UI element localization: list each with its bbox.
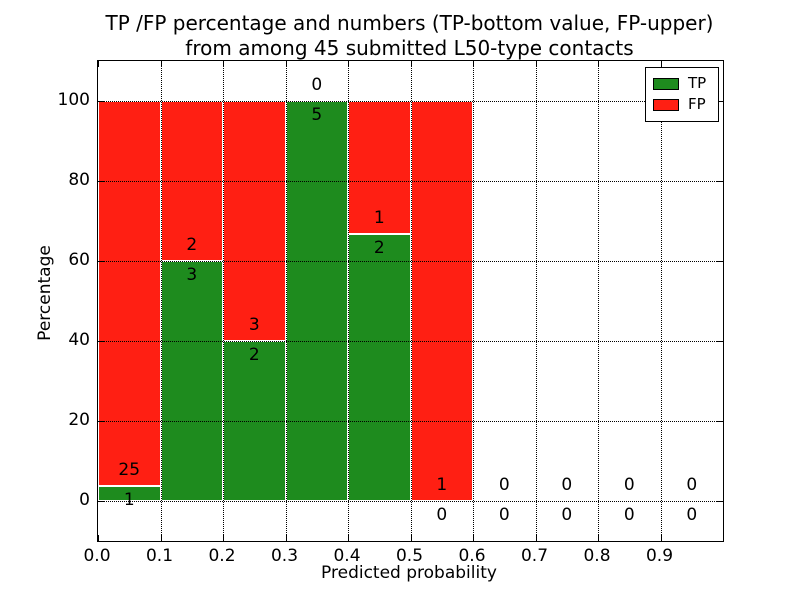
x-tick-label: 0.6 <box>458 546 486 566</box>
tp-bar-segment <box>348 234 411 501</box>
x-tick-label: 0.8 <box>583 546 611 566</box>
chart-title-line1: TP /FP percentage and numbers (TP-bottom… <box>105 11 714 35</box>
fp-count-label: 0 <box>686 475 698 495</box>
y-tick-label: 0 <box>79 490 90 510</box>
chart-title-line2: from among 45 submitted L50-type contact… <box>185 36 634 60</box>
fp-count-label: 2 <box>186 235 198 255</box>
y-tick-mark <box>98 341 104 343</box>
x-tick-label: 0.5 <box>395 546 424 566</box>
y-tick-mark <box>98 101 104 103</box>
x-tick-label: 0.4 <box>333 546 361 566</box>
fp-bar-segment <box>98 101 161 486</box>
x-tick-label: 0.9 <box>645 546 674 566</box>
fp-count-label: 3 <box>248 315 260 335</box>
x-tick-label: 0.2 <box>208 546 236 566</box>
tp-bar-segment <box>160 261 223 501</box>
tp-bar-segment <box>98 485 161 501</box>
y-tick-label: 20 <box>68 410 90 430</box>
x-gridline <box>223 61 224 541</box>
x-gridline <box>660 61 662 541</box>
fp-count-label: 0 <box>498 475 510 495</box>
fp-legend-swatch <box>653 98 679 111</box>
tp-count-label: 5 <box>311 105 323 125</box>
legend: TP FP <box>645 67 719 122</box>
tp-count-label: 2 <box>248 345 260 365</box>
y-tick-mark <box>98 501 104 503</box>
fp-bar-segment <box>223 101 286 341</box>
y-tick-mark-right <box>717 101 723 103</box>
legend-item-tp: TP <box>646 73 718 94</box>
x-tick-mark <box>598 535 600 541</box>
x-axis-label: Predicted probability <box>321 563 497 583</box>
x-tick-mark-top <box>598 61 600 67</box>
x-gridline <box>348 61 349 541</box>
tp-count-label: 0 <box>561 505 573 525</box>
fp-bar-segment <box>410 101 473 501</box>
y-tick-mark-right <box>717 261 723 263</box>
y-tick-label: 80 <box>68 170 90 190</box>
fp-count-label: 0 <box>561 475 573 495</box>
fp-count-label: 0 <box>623 475 635 495</box>
x-tick-mark <box>98 535 100 541</box>
tp-count-label: 2 <box>373 238 385 259</box>
x-gridline <box>473 61 474 541</box>
plot-area: 25 1 2 3 3 2 0 5 1 2 1 0 0 0 0 0 0 0 0 0 <box>97 60 724 542</box>
x-tick-mark-top <box>285 61 287 67</box>
tp-count-label: 0 <box>436 505 448 525</box>
x-tick-mark-top <box>410 61 412 67</box>
x-tick-mark <box>473 535 475 541</box>
fp-count-label: 0 <box>311 75 323 95</box>
fp-count-label: 1 <box>436 475 448 495</box>
x-tick-mark-top <box>473 61 475 67</box>
x-tick-mark-top <box>223 61 225 67</box>
y-tick-mark <box>98 261 104 263</box>
x-tick-mark-top <box>660 61 662 67</box>
x-gridline <box>535 61 537 541</box>
x-tick-mark-top <box>348 61 350 67</box>
tp-legend-swatch <box>653 77 679 90</box>
tp-count-label: 3 <box>186 265 198 285</box>
x-tick-label: 0.1 <box>145 546 174 566</box>
y-tick-mark <box>98 181 104 183</box>
x-tick-label: 0.3 <box>270 546 299 566</box>
x-tick-label: 0.0 <box>83 546 111 566</box>
x-gridline <box>160 61 162 541</box>
y-tick-label: 40 <box>68 330 90 350</box>
x-tick-mark-top <box>98 61 100 67</box>
tp-count-label: 1 <box>123 489 135 510</box>
tp-count-label: 0 <box>498 505 510 525</box>
x-gridline <box>410 61 412 541</box>
x-tick-label: 0.7 <box>520 546 549 566</box>
y-tick-label: 100 <box>57 90 90 110</box>
y-tick-label: 60 <box>68 250 90 270</box>
x-tick-mark <box>160 535 162 541</box>
x-tick-mark-top <box>535 61 537 67</box>
y-tick-mark-right <box>717 421 723 423</box>
tp-bar-segment <box>285 101 348 501</box>
x-tick-mark <box>285 535 287 541</box>
fp-legend-label: FP <box>688 95 706 113</box>
x-tick-mark <box>535 535 537 541</box>
y-tick-mark-right <box>717 501 723 503</box>
y-tick-mark-right <box>717 181 723 183</box>
y-tick-mark <box>98 421 104 423</box>
chart-title: TP /FP percentage and numbers (TP-bottom… <box>97 11 722 61</box>
tp-count-label: 0 <box>623 505 635 525</box>
x-gridline <box>285 61 287 541</box>
tp-legend-label: TP <box>688 74 707 92</box>
fp-count-label: 1 <box>373 208 385 229</box>
x-tick-mark <box>660 535 662 541</box>
y-tick-mark-right <box>717 341 723 343</box>
tp-count-label: 0 <box>686 505 698 525</box>
x-tick-mark <box>223 535 225 541</box>
fp-bar-segment <box>348 101 411 235</box>
legend-item-fp: FP <box>646 94 718 115</box>
x-tick-mark-top <box>160 61 162 67</box>
fp-count-label: 25 <box>118 459 141 480</box>
x-tick-mark <box>348 535 350 541</box>
x-tick-mark <box>410 535 412 541</box>
x-gridline <box>598 61 599 541</box>
